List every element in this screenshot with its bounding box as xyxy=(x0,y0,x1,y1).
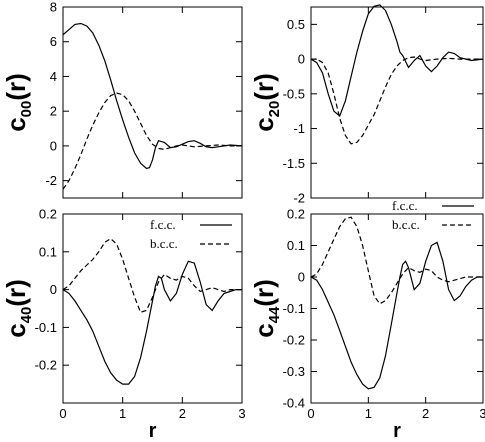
series-line-bcc xyxy=(62,237,242,314)
y-tick-label: 0.5 xyxy=(287,17,305,32)
legend-label: b.c.c. xyxy=(392,217,420,232)
legend-label: f.c.c. xyxy=(392,198,418,213)
y-tick-label: 6 xyxy=(50,34,57,49)
x-axis-label: r xyxy=(393,420,401,442)
x-axis-label: r xyxy=(149,420,157,442)
y-axis-label: c00(r) xyxy=(1,73,35,132)
y-tick-label: -0.5 xyxy=(283,86,305,101)
y-tick-label: -0.2 xyxy=(35,358,57,373)
y-tick-label: 0.2 xyxy=(39,207,57,222)
legend-label: f.c.c. xyxy=(150,217,176,232)
y-tick-label: -0.1 xyxy=(35,320,57,335)
y-tick-label: 0 xyxy=(298,52,305,67)
plot-frame xyxy=(62,6,243,199)
y-tick-label: -1.5 xyxy=(283,156,305,171)
x-tick-label: 1 xyxy=(119,406,126,421)
series-line-fcc xyxy=(62,260,242,385)
y-tick-label: 8 xyxy=(50,0,57,15)
plot-frame xyxy=(310,213,484,404)
y-axis-label: c40(r) xyxy=(1,279,35,338)
legend-label: b.c.c. xyxy=(150,236,178,251)
panel-c40: 0 1 2 3 -0.2 -0.1 0 0.1 0.2 c40(r) r f.c.c. b.c.c. xyxy=(1,207,246,442)
series-line-fcc xyxy=(310,4,484,117)
y-tick-label: 0.2 xyxy=(287,207,305,222)
panel-c00: -2 0 2 4 6 8 c00(r) xyxy=(1,0,243,199)
x-tick-label: 3 xyxy=(238,406,245,421)
y-tick-label: -0.3 xyxy=(283,364,305,379)
x-tick-label: 2 xyxy=(179,406,186,421)
y-tick-label: 0 xyxy=(50,138,57,153)
y-tick-label: -0.2 xyxy=(283,333,305,348)
x-tick-label: 0 xyxy=(59,406,66,421)
y-tick-label: 0.1 xyxy=(287,238,305,253)
series-line-fcc xyxy=(310,241,483,390)
panel-c44: 0 1 2 3 -0.4 -0.3 -0.2 -0.1 0 0.1 0.2 c44(r) r f.c.c.… xyxy=(249,198,485,442)
y-axis-label: c20(r) xyxy=(249,73,283,132)
y-tick-label: -2 xyxy=(45,173,57,188)
y-tick-label: -2 xyxy=(293,191,305,206)
y-tick-label: 0.1 xyxy=(39,244,57,259)
y-tick-label: 4 xyxy=(50,69,57,84)
y-axis-label: c44(r) xyxy=(249,279,283,338)
x-tick-label: 3 xyxy=(479,406,485,421)
y-tick-label: -0.4 xyxy=(283,396,305,411)
y-tick-label: 0 xyxy=(50,282,57,297)
y-tick-label: -0.1 xyxy=(283,301,305,316)
series-line-fcc xyxy=(62,22,243,170)
plot-frame xyxy=(62,213,243,404)
series-line-bcc xyxy=(311,56,483,145)
x-tick-label: 1 xyxy=(365,406,372,421)
x-tick-label: 2 xyxy=(422,406,429,421)
y-tick-label: 0 xyxy=(298,270,305,285)
series-line-bcc xyxy=(310,216,483,305)
x-tick-label: 0 xyxy=(307,406,314,421)
y-tick-label: 2 xyxy=(50,104,57,119)
panel-c20: -2 -1.5 -1 -0.5 0 0.5 c20(r) xyxy=(249,4,484,206)
plot-frame xyxy=(310,6,484,199)
series-line-bcc xyxy=(62,92,242,190)
y-tick-label: -1 xyxy=(293,121,305,136)
